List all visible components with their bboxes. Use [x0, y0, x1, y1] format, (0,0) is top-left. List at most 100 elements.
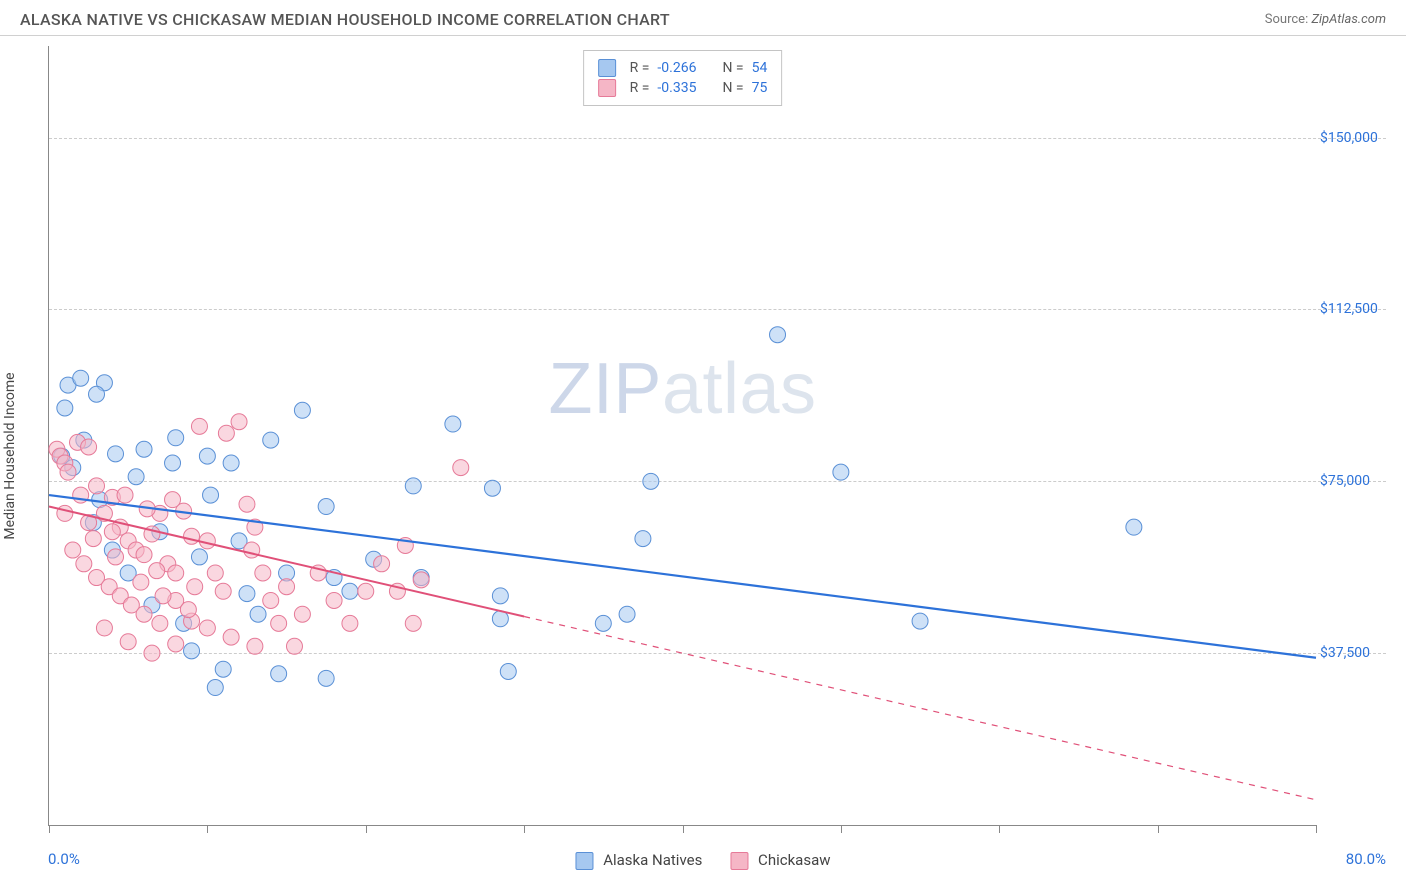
legend-row-series-1: R = -0.335 N = 75	[598, 79, 768, 97]
scatter-point	[184, 528, 200, 544]
scatter-point	[155, 588, 171, 604]
legend-label-1: Chickasaw	[758, 851, 830, 869]
scatter-point	[144, 645, 160, 661]
legend-item-1: Chickasaw	[730, 851, 830, 870]
n-value-0: 54	[752, 60, 768, 76]
scatter-point	[165, 455, 181, 471]
chart-area: Median Household Income ZIPatlas R = -0.…	[0, 36, 1406, 876]
scatter-point	[912, 613, 928, 629]
scatter-point	[255, 565, 271, 581]
scatter-point	[413, 572, 429, 588]
scatter-point	[215, 661, 231, 677]
scatter-point	[207, 680, 223, 696]
scatter-point	[199, 448, 215, 464]
scatter-point	[89, 478, 105, 494]
source-name: ZipAtlas.com	[1311, 12, 1386, 27]
scatter-point	[60, 464, 76, 480]
scatter-point	[223, 455, 239, 471]
r-value-0: -0.266	[657, 60, 696, 76]
scatter-point	[294, 606, 310, 622]
scatter-point	[405, 615, 421, 631]
legend-swatch-0	[598, 59, 616, 77]
scatter-point	[136, 547, 152, 563]
scatter-point	[263, 432, 279, 448]
scatter-point	[76, 556, 92, 572]
x-tick	[366, 825, 367, 833]
scatter-point	[85, 531, 101, 547]
scatter-point	[250, 606, 266, 622]
y-tick-label: $37,500	[1320, 645, 1398, 661]
scatter-point	[215, 583, 231, 599]
scatter-point	[484, 480, 500, 496]
legend-swatch-bottom-0	[575, 852, 593, 870]
scatter-point	[117, 487, 133, 503]
scatter-point	[318, 499, 334, 515]
scatter-point	[263, 592, 279, 608]
scatter-point	[500, 663, 516, 679]
scatter-point	[96, 620, 112, 636]
x-tick	[999, 825, 1000, 833]
scatter-point	[342, 615, 358, 631]
scatter-point	[294, 402, 310, 418]
scatter-point	[445, 416, 461, 432]
scatter-point	[149, 563, 165, 579]
legend-label-0: Alaska Natives	[603, 851, 702, 869]
chart-header: ALASKA NATIVE VS CHICKASAW MEDIAN HOUSEH…	[0, 0, 1406, 36]
scatter-point	[286, 638, 302, 654]
scatter-point	[199, 620, 215, 636]
r-value-1: -0.335	[657, 80, 696, 96]
chart-source: Source: ZipAtlas.com	[1265, 12, 1386, 27]
n-value-1: 75	[752, 80, 768, 96]
scatter-point	[165, 492, 181, 508]
y-tick-label: $75,000	[1320, 473, 1398, 489]
x-axis-max-label: 80.0%	[1346, 850, 1386, 868]
scatter-point	[81, 439, 97, 455]
legend-swatch-bottom-1	[730, 852, 748, 870]
scatter-point	[57, 400, 73, 416]
scatter-point	[89, 386, 105, 402]
scatter-point	[168, 636, 184, 652]
scatter-point	[326, 592, 342, 608]
scatter-point	[133, 574, 149, 590]
x-tick	[1316, 825, 1317, 833]
correlation-legend: R = -0.266 N = 54 R = -0.335 N = 75	[583, 50, 783, 106]
scatter-point	[136, 441, 152, 457]
x-tick	[841, 825, 842, 833]
scatter-point	[203, 487, 219, 503]
scatter-point	[128, 469, 144, 485]
plot-svg	[49, 46, 1316, 825]
scatter-point	[180, 602, 196, 618]
scatter-point	[318, 670, 334, 686]
scatter-point	[136, 606, 152, 622]
x-tick	[683, 825, 684, 833]
scatter-point	[635, 531, 651, 547]
scatter-point	[207, 565, 223, 581]
scatter-point	[57, 505, 73, 521]
scatter-point	[108, 446, 124, 462]
x-axis-min-label: 0.0%	[48, 850, 80, 868]
legend-item-0: Alaska Natives	[575, 851, 702, 870]
scatter-point	[643, 473, 659, 489]
scatter-point	[619, 606, 635, 622]
scatter-point	[595, 615, 611, 631]
scatter-point	[833, 464, 849, 480]
source-prefix: Source:	[1265, 12, 1312, 27]
x-tick	[49, 825, 50, 833]
legend-row-series-0: R = -0.266 N = 54	[598, 59, 768, 77]
scatter-point	[187, 579, 203, 595]
scatter-point	[218, 425, 234, 441]
scatter-point	[191, 549, 207, 565]
x-tick	[207, 825, 208, 833]
scatter-point	[120, 634, 136, 650]
scatter-point	[453, 460, 469, 476]
scatter-point	[271, 615, 287, 631]
scatter-point	[279, 579, 295, 595]
scatter-point	[191, 418, 207, 434]
series-legend: Alaska Natives Chickasaw	[575, 851, 830, 870]
r-label-1: R =	[630, 80, 650, 96]
scatter-point	[108, 549, 124, 565]
x-tick	[1158, 825, 1159, 833]
scatter-point	[239, 496, 255, 512]
scatter-point	[492, 588, 508, 604]
r-label-0: R =	[630, 60, 650, 76]
